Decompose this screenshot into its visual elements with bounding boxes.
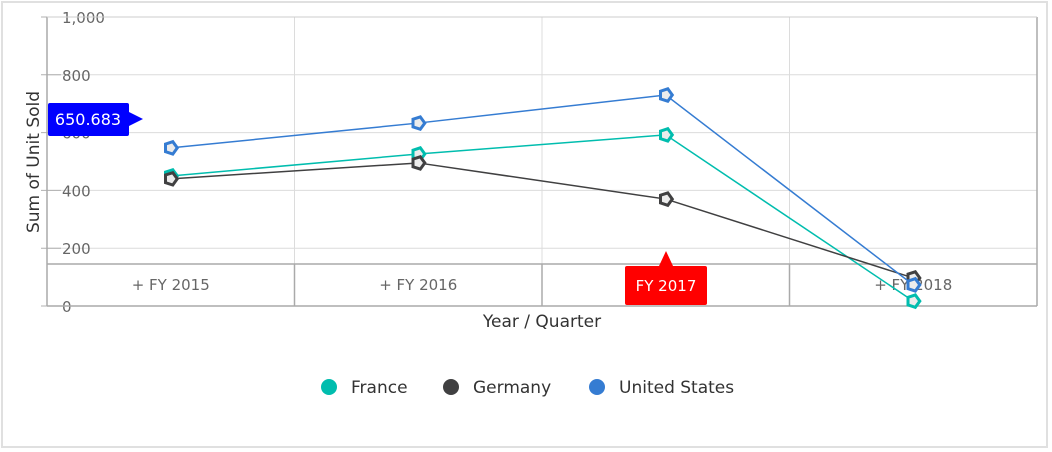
y-axis: 02004006008001,000	[41, 9, 1038, 316]
series-line-france	[170, 134, 914, 302]
data-point-marker[interactable]	[411, 155, 427, 171]
data-point-marker[interactable]	[659, 191, 675, 208]
svg-text:650.683: 650.683	[55, 110, 121, 129]
y-crosshair-tooltip: 650.683	[48, 103, 143, 136]
data-point-marker[interactable]	[164, 170, 180, 187]
svg-text:United States: United States	[619, 378, 734, 398]
x-axis-title: Year / Quarter	[482, 312, 601, 332]
y-tick-label: 200	[62, 240, 91, 258]
gridlines	[47, 16, 1037, 307]
svg-text:Germany: Germany	[473, 378, 551, 398]
crosshair-tooltips: 650.683 FY 2017	[48, 103, 707, 305]
data-point-marker[interactable]	[659, 87, 675, 103]
series-line-germany	[170, 162, 914, 279]
data-point-marker[interactable]	[906, 293, 922, 310]
data-point-marker[interactable]	[411, 115, 427, 131]
y-tick-label: 1,000	[62, 9, 105, 27]
y-tick-label: 800	[62, 67, 91, 85]
legend-marker-icon	[321, 379, 337, 395]
x-category-label[interactable]: + FY 2015	[132, 276, 210, 294]
data-point-marker[interactable]	[906, 276, 922, 293]
svg-text:France: France	[351, 378, 408, 398]
legend-item-france[interactable]: France	[321, 378, 408, 398]
legend-item-germany[interactable]: Germany	[443, 378, 551, 398]
legend-item-united-states[interactable]: United States	[589, 378, 734, 398]
series-line-united-states	[170, 94, 914, 286]
y-axis-title: Sum of Unit Sold	[24, 91, 44, 233]
svg-text:FY 2017: FY 2017	[636, 277, 697, 295]
y-tick-label: 0	[62, 298, 72, 316]
y-tick-label: 400	[62, 182, 91, 200]
x-category-label[interactable]: + FY 2016	[379, 276, 457, 294]
legend-marker-icon	[589, 379, 605, 395]
x-crosshair-tooltip: FY 2017	[625, 251, 707, 305]
data-point-marker[interactable]	[659, 126, 675, 143]
legend-marker-icon	[443, 379, 459, 395]
series-lines	[164, 87, 922, 310]
data-point-marker[interactable]	[164, 139, 180, 156]
legend: France Germany United States	[321, 378, 734, 398]
